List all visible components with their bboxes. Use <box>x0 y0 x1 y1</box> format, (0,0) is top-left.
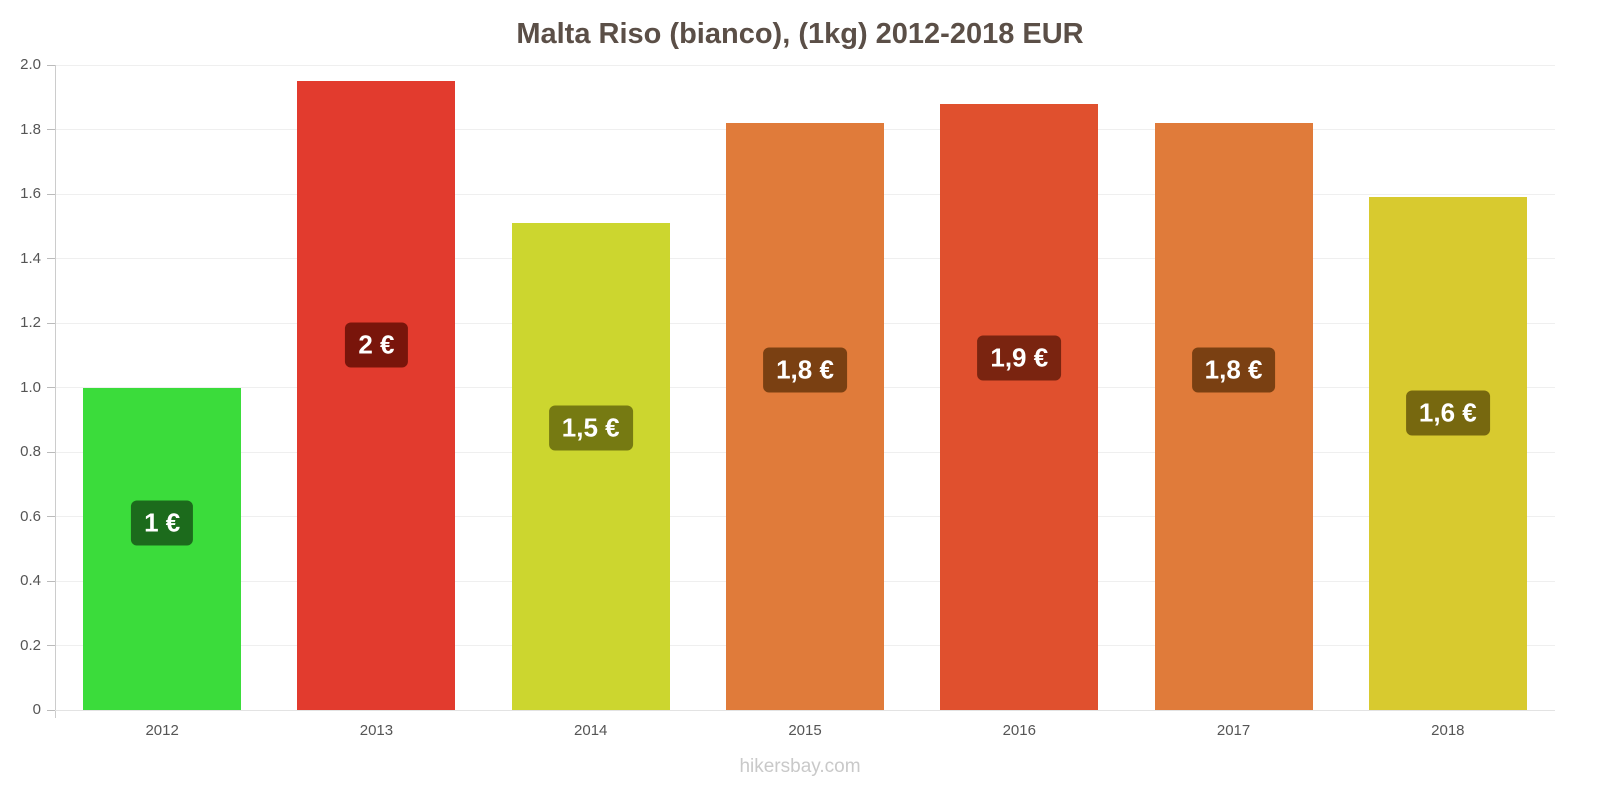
y-axis-tick <box>47 387 55 388</box>
watermark-hikersbay: hikersbay.com <box>739 756 861 777</box>
y-axis-tick <box>47 322 55 324</box>
x-axis-label: 2014 <box>574 722 608 739</box>
y-axis-tick <box>47 451 55 453</box>
y-axis-tick-label: 0.8 <box>20 443 41 460</box>
y-axis-tick <box>47 516 55 517</box>
y-axis-tick-label: 1.0 <box>20 378 41 396</box>
y-axis-tick-label: 0 <box>32 701 41 718</box>
y-axis-tick <box>47 580 55 582</box>
y-axis-tick <box>47 645 55 646</box>
bar <box>83 387 242 710</box>
y-axis-tick <box>47 193 55 195</box>
bar <box>297 81 456 710</box>
y-axis-tick-label: 2.0 <box>20 56 41 73</box>
y-axis-tick <box>47 709 55 711</box>
y-axis-line <box>55 65 56 718</box>
x-axis-label: 2018 <box>1431 722 1465 739</box>
bar-value-label: 1,5 € <box>548 405 633 451</box>
bar <box>726 123 884 710</box>
bar <box>1154 123 1313 710</box>
bar <box>511 223 670 710</box>
bar-value-label: 1,9 € <box>977 335 1062 381</box>
bar <box>940 103 1099 710</box>
y-axis-tick-label: 0.6 <box>20 507 41 525</box>
gridline <box>55 64 1555 66</box>
x-axis-label: 2015 <box>788 722 822 739</box>
x-axis-line <box>55 710 1555 711</box>
chart-title: Malta Riso (bianco), (1kg) 2012-2018 EUR <box>516 18 1084 50</box>
y-axis-tick-label: 1.8 <box>20 120 41 138</box>
bar-value-label: 1,8 € <box>1191 347 1276 393</box>
y-axis-tick <box>47 258 55 259</box>
bar <box>1368 197 1527 710</box>
bar-value-label: 1,8 € <box>763 347 847 393</box>
x-axis-label: 2012 <box>145 722 179 739</box>
x-axis-label: 2017 <box>1216 722 1251 739</box>
y-axis-tick-label: 1.6 <box>20 185 41 202</box>
y-axis-tick <box>47 129 55 130</box>
y-axis-tick-label: 0.2 <box>20 636 41 654</box>
y-axis-tick-label: 1.4 <box>20 249 41 267</box>
x-axis-label: 2016 <box>1002 722 1036 739</box>
bar-value-label: 2 € <box>345 322 408 368</box>
y-axis-tick-label: 0.4 <box>20 572 41 589</box>
bar-value-label: 1,6 € <box>1405 390 1490 436</box>
bar-value-label: 1 € <box>131 500 194 546</box>
y-axis-tick-label: 1.2 <box>20 314 41 331</box>
y-axis-tick <box>47 64 55 66</box>
x-axis-label: 2013 <box>359 722 394 739</box>
